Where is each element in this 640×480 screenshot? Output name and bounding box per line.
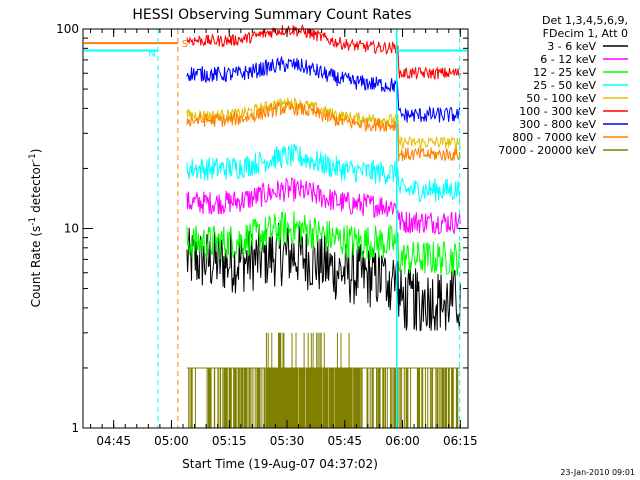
- chart-title: HESSI Observing Summary Count Rates: [132, 7, 411, 23]
- x-tick-label: 06:00: [385, 434, 420, 448]
- series-line: [186, 24, 461, 81]
- axis-layer: 04:45 05:00 05:15 05:30 05:45 06:00 06:15 1 10 10…: [56, 22, 478, 448]
- series-line: [186, 100, 461, 162]
- legend: Det 1,3,4,5,6,9, FDecim 1, Att 0 3 - 6 k…: [498, 14, 628, 157]
- data-layer: NS: [84, 24, 467, 428]
- y-tick-label: 10: [64, 222, 79, 236]
- legend-entry-label: 50 - 100 keV: [526, 92, 596, 105]
- x-tick-label: 04:45: [96, 434, 131, 448]
- x-tick-label: 06:15: [443, 434, 478, 448]
- legend-title-line-2: FDecim 1, Att 0: [543, 27, 628, 40]
- legend-title-line-1: Det 1,3,4,5,6,9,: [542, 14, 628, 27]
- legend-entry-label: 7000 - 20000 keV: [498, 144, 596, 157]
- y-tick-label: 1: [71, 421, 79, 435]
- saa-marker-label: S: [182, 39, 188, 50]
- series-line: [186, 211, 461, 276]
- footer-timestamp: 23-Jan-2010 09:01: [560, 468, 635, 477]
- legend-entry-label: 25 - 50 keV: [533, 79, 596, 92]
- legend-entry-label: 12 - 25 keV: [533, 66, 596, 79]
- y-tick-label: 100: [56, 22, 79, 36]
- series-line: [186, 143, 461, 203]
- legend-entry-label: 300 - 800 keV: [519, 118, 596, 131]
- legend-entry-label: 6 - 12 keV: [540, 53, 596, 66]
- legend-entry-label: 800 - 7000 keV: [512, 131, 596, 144]
- x-tick-label: 05:45: [327, 434, 362, 448]
- night-marker-label: N: [148, 49, 155, 60]
- series-7000-20000-kev: [188, 332, 459, 428]
- x-tick-label: 05:15: [212, 434, 247, 448]
- series-line: [186, 222, 461, 332]
- x-tick-label: 05:30: [270, 434, 305, 448]
- legend-entry-label: 3 - 6 keV: [547, 40, 596, 53]
- legend-entry-label: 100 - 300 keV: [519, 105, 596, 118]
- series-line: [186, 97, 461, 150]
- series-line: [186, 55, 461, 123]
- x-tick-label: 05:00: [154, 434, 189, 448]
- series-line: [186, 177, 461, 236]
- y-axis-label: Count Rate (s-1 detector-1): [28, 149, 43, 308]
- x-axis-label: Start Time (19-Aug-07 04:37:02): [182, 457, 378, 471]
